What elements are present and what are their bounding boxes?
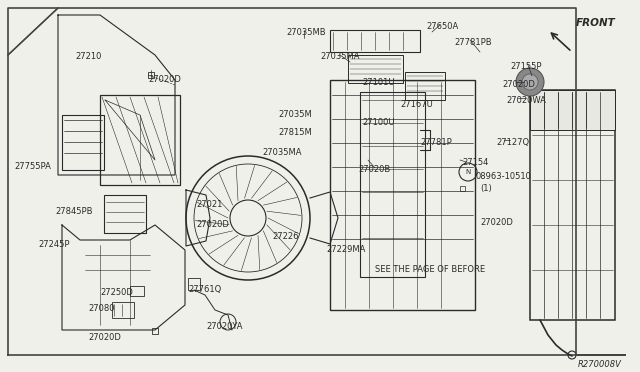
Text: 27250D: 27250D [100, 288, 133, 297]
Text: R270008V: R270008V [578, 360, 622, 369]
Text: 27101U: 27101U [362, 78, 394, 87]
Text: 27080: 27080 [88, 304, 115, 313]
Bar [330, 80, 475, 310]
Text: 27245P: 27245P [38, 240, 70, 249]
Text: 27035MB: 27035MB [286, 28, 326, 37]
Ellipse shape [522, 74, 538, 90]
Bar [405, 72, 445, 100]
Text: 27650A: 27650A [426, 22, 458, 31]
Text: 27229MA: 27229MA [326, 245, 365, 254]
Bar [112, 302, 134, 318]
Text: 27035M: 27035M [278, 110, 312, 119]
Ellipse shape [516, 68, 544, 96]
Bar [104, 195, 146, 233]
Text: 27020WA: 27020WA [506, 96, 546, 105]
Bar [360, 92, 425, 277]
Bar [148, 72, 154, 78]
Bar [460, 186, 465, 191]
Bar [330, 30, 420, 52]
Text: 27781P: 27781P [420, 138, 452, 147]
Bar [152, 328, 158, 334]
Text: 27020D: 27020D [196, 220, 229, 229]
Text: 27020D: 27020D [480, 218, 513, 227]
Text: 27021: 27021 [196, 200, 222, 209]
Text: 27761Q: 27761Q [188, 285, 221, 294]
Text: 27845PB: 27845PB [55, 207, 93, 216]
Text: 27781PB: 27781PB [454, 38, 492, 47]
Text: 08963-10510: 08963-10510 [476, 172, 532, 181]
Bar [188, 278, 200, 290]
Bar [62, 115, 104, 170]
Text: 27020D: 27020D [502, 80, 535, 89]
Text: 27020D: 27020D [88, 333, 121, 342]
Text: 27210: 27210 [75, 52, 101, 61]
Bar [130, 286, 144, 296]
Text: 27226: 27226 [272, 232, 298, 241]
Text: 27035MA: 27035MA [262, 148, 301, 157]
Text: 27155P: 27155P [510, 62, 541, 71]
Text: N: N [465, 169, 470, 175]
Text: 27154: 27154 [462, 158, 488, 167]
Text: 27127Q: 27127Q [496, 138, 529, 147]
Text: 27815M: 27815M [278, 128, 312, 137]
Bar [530, 90, 615, 320]
Text: 27755PA: 27755PA [14, 162, 51, 171]
Bar [348, 55, 403, 83]
Text: 27035MA: 27035MA [320, 52, 360, 61]
Text: 27020D: 27020D [148, 75, 181, 84]
Text: 27020B: 27020B [358, 165, 390, 174]
Bar [530, 90, 615, 130]
Text: SEE THE PAGE OF BEFORE: SEE THE PAGE OF BEFORE [375, 266, 485, 275]
Text: 27020YA: 27020YA [206, 322, 243, 331]
Text: FRONT: FRONT [576, 18, 616, 28]
Bar [100, 95, 180, 185]
Text: (1): (1) [480, 184, 492, 193]
Text: 27100U: 27100U [362, 118, 394, 127]
Text: 27167U: 27167U [400, 100, 433, 109]
